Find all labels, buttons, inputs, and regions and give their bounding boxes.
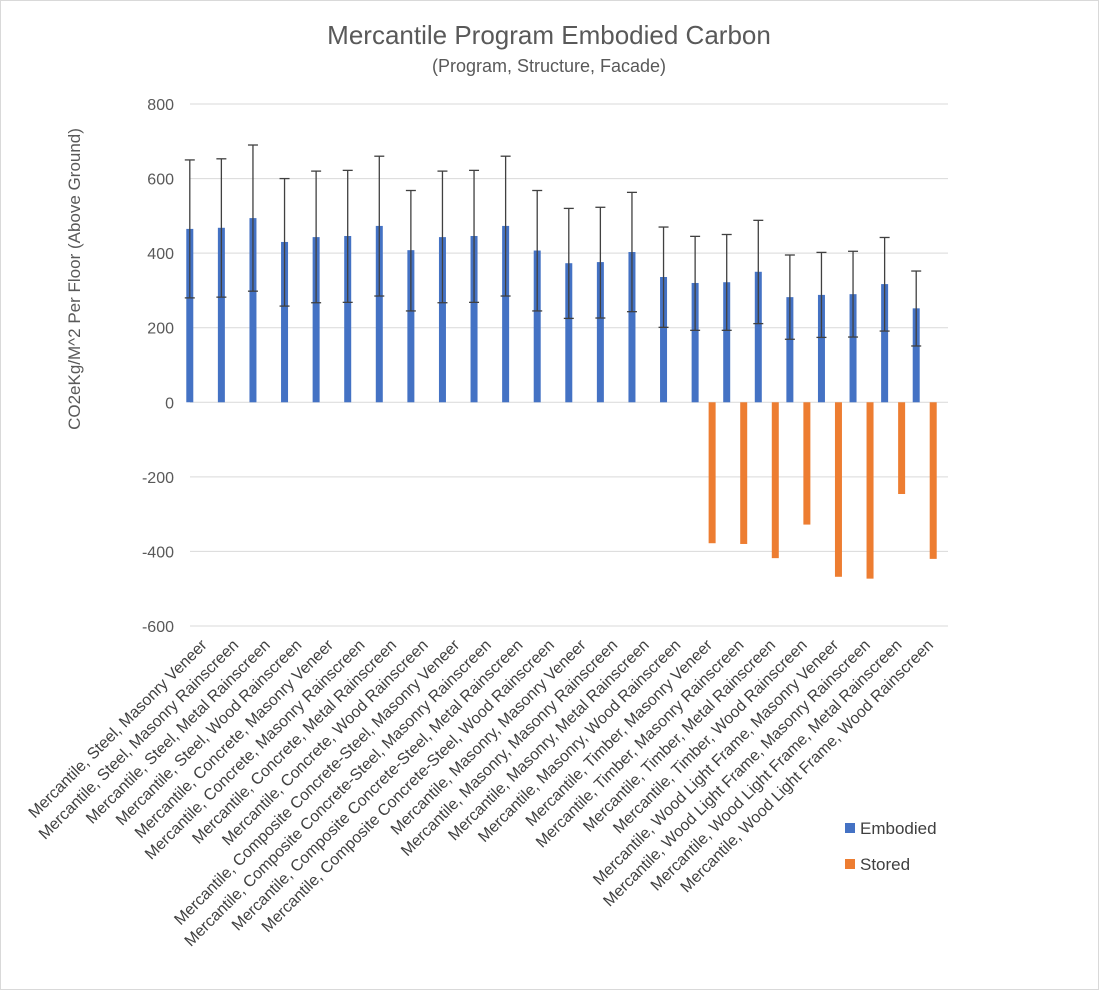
- embodied-bar: [817, 294, 825, 403]
- legend-swatch-stored: [845, 859, 855, 869]
- embodied-bar: [723, 282, 731, 403]
- category-labels: Mercantile, Steel, Masonry VeneerMercant…: [26, 636, 937, 950]
- stored-bar: [866, 402, 874, 579]
- embodied-bar: [754, 271, 762, 403]
- error-bars: [184, 144, 922, 347]
- legend-label-embodied: Embodied: [860, 819, 937, 838]
- embodied-bar: [596, 262, 604, 403]
- embodied-bar: [312, 237, 320, 403]
- stored-bar: [898, 402, 906, 495]
- embodied-bar: [186, 228, 194, 403]
- embodied-bar: [786, 297, 794, 403]
- y-tick-label: 400: [147, 246, 174, 263]
- y-tick-label: -200: [142, 470, 174, 487]
- legend: Embodied Stored: [845, 819, 937, 874]
- embodied-bar: [691, 282, 699, 403]
- embodied-bar: [565, 263, 573, 403]
- stored-bar: [803, 402, 811, 525]
- embodied-bar: [375, 225, 383, 403]
- chart-subtitle: (Program, Structure, Facade): [432, 56, 666, 76]
- embodied-bar: [438, 237, 446, 403]
- embodied-bar: [849, 294, 857, 403]
- embodied-bar: [533, 250, 541, 403]
- y-tick-label: 600: [147, 172, 174, 189]
- stored-bar: [834, 402, 842, 577]
- stored-bar: [771, 402, 779, 559]
- y-tick-label: 800: [147, 97, 174, 114]
- embodied-bar: [881, 284, 889, 403]
- embodied-bar: [470, 235, 478, 403]
- y-tick-label: 0: [165, 395, 174, 412]
- embodied-bar: [502, 225, 510, 403]
- legend-swatch-embodied: [845, 823, 855, 833]
- stored-bar: [929, 402, 937, 559]
- y-tick-label: -600: [142, 619, 174, 636]
- embodied-bar: [249, 218, 257, 403]
- embodied-bar: [407, 250, 415, 403]
- y-axis-label: CO2eKg/M^2 Per Floor (Above Ground): [65, 128, 84, 430]
- embodied-bar: [281, 241, 289, 403]
- legend-label-stored: Stored: [860, 855, 910, 874]
- bars: [186, 218, 937, 579]
- chart-title: Mercantile Program Embodied Carbon: [327, 20, 771, 50]
- embodied-bar: [344, 235, 352, 403]
- y-tick-label: -400: [142, 544, 174, 561]
- embodied-bar: [912, 308, 920, 403]
- embodied-bar: [628, 252, 636, 403]
- y-tick-label: 200: [147, 321, 174, 338]
- embodied-bar: [217, 227, 225, 403]
- stored-bar: [708, 402, 716, 544]
- y-tick-labels: 800 600 400 200 0 -200 -400 -600: [142, 97, 174, 636]
- stored-bar: [740, 402, 748, 544]
- embodied-bar: [660, 277, 668, 403]
